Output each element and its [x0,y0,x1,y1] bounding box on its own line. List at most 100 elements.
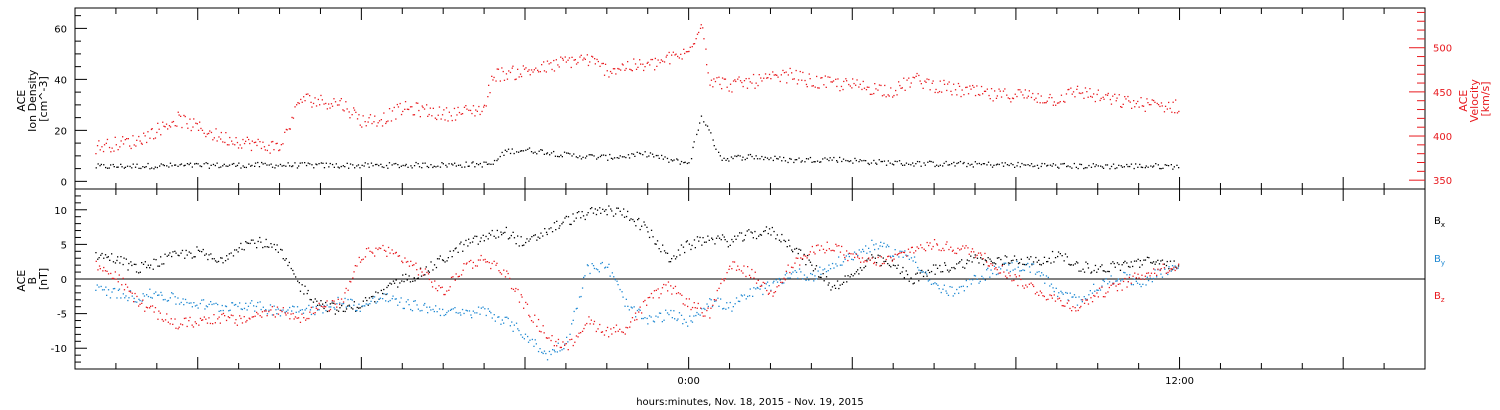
by-point [630,306,632,308]
by-point [480,307,482,309]
bz-point [653,290,656,292]
velocity-point [617,67,619,70]
velocity-point [189,118,191,120]
by-point [1156,276,1158,278]
velocity-point [1032,92,1034,95]
velocity-point [418,109,420,112]
velocity-point [608,76,610,78]
density-point [807,158,810,160]
velocity-point [132,135,134,137]
bz-point [976,254,978,256]
density-point [1062,163,1064,165]
bz-point [729,265,731,267]
velocity-point [912,76,914,78]
density-point [427,166,430,169]
bz-point [844,256,846,259]
density-point [1145,165,1147,167]
density-point [873,159,875,162]
density-point [105,166,107,169]
bz-point [847,259,849,262]
density-point [417,163,419,165]
bz-point [110,272,112,275]
bx-point [594,208,596,210]
density-point [504,149,506,151]
density-point [1040,165,1042,168]
velocity-point [314,97,316,99]
bz-point [1054,300,1057,302]
velocity-point [164,126,166,128]
bz-point [1001,265,1003,267]
bz-point [836,245,838,247]
b-tick-label: 10 [54,206,67,217]
bz-point [347,289,349,291]
velocity-point [165,123,168,125]
by-point [527,335,529,338]
bx-point [114,262,117,264]
density-point [357,164,360,166]
velocity-point [1169,107,1171,110]
bz-point [1101,286,1103,288]
bx-point [298,282,300,284]
density-point [976,163,978,165]
density-point [1001,162,1003,164]
by-point [153,292,155,295]
bx-point [161,263,163,265]
bx-point [1069,264,1071,266]
by-point [659,312,662,314]
velocity-point [929,89,931,91]
bz-point [980,254,983,256]
velocity-point [887,94,889,96]
by-point [820,273,822,275]
bx-point [1105,271,1107,273]
density-point [634,155,636,157]
by-point [302,312,305,314]
bz-point [710,307,712,309]
bx-point [157,265,159,267]
velocity-point [972,84,974,87]
bx-point [1154,263,1156,265]
velocity-point [276,142,278,144]
bz-point [225,319,228,322]
bx-point [133,263,135,265]
bx-point [1047,260,1049,263]
by-point [747,295,749,298]
velocity-point [311,106,313,108]
by-point [161,294,163,296]
by-point [958,292,960,294]
bx-point [307,289,309,292]
density-point [932,161,934,163]
bz-point [863,261,865,263]
velocity-point [383,112,385,114]
density-point [972,166,974,168]
bz-point [504,276,507,278]
by-point [262,306,264,308]
bz-point [95,260,97,262]
by-point [827,270,829,272]
bz-point [658,297,660,299]
bz-point [967,247,969,249]
bz-point [365,248,368,250]
velocity-point [863,87,866,89]
velocity-point [1105,94,1107,96]
velocity-point [714,80,717,83]
bx-point [755,237,758,240]
by-point [915,261,917,263]
bx-point [188,251,190,253]
density-point [1036,164,1039,166]
bz-point [279,309,281,311]
density-point [713,145,715,147]
bx-point [928,271,931,274]
by-point [737,300,740,302]
velocity-point [699,27,702,29]
density-point [348,167,350,169]
density-point [1121,166,1124,168]
bz-point [194,321,196,323]
bx-point [877,254,879,256]
by-point [314,313,316,316]
bz-point [405,261,408,263]
by-point [541,351,543,353]
bz-point [839,251,842,253]
bx-point [739,232,741,234]
by-point [328,306,330,308]
bz-point [1154,272,1156,274]
